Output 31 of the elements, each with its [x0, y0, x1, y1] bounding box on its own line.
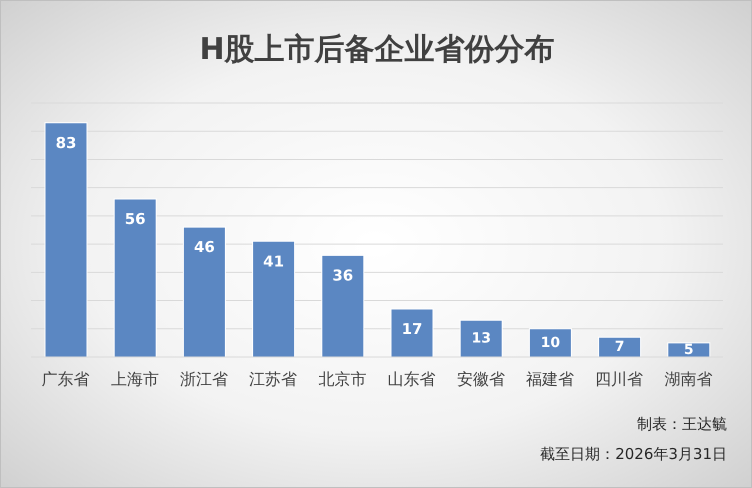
x-tick-label: 上海市 — [110, 369, 159, 388]
data-label: 46 — [194, 238, 215, 256]
data-label: 13 — [471, 330, 491, 347]
bar — [390, 308, 434, 357]
bar — [182, 226, 226, 357]
chart-title: H股上市后备企业省份分布 — [198, 31, 556, 69]
data-label: 41 — [263, 252, 284, 270]
data-label: 5 — [684, 342, 694, 358]
x-tick-label: 广东省 — [42, 369, 90, 388]
x-tick-label: 山东省 — [388, 369, 436, 388]
x-tick-label: 北京市 — [318, 369, 366, 388]
data-label: 56 — [124, 210, 146, 228]
bar — [114, 198, 157, 357]
bar — [598, 336, 642, 357]
x-tick-label: 浙江省 — [180, 369, 228, 388]
x-tick-label: 四川省 — [595, 369, 644, 388]
x-tick-label: 江苏省 — [249, 369, 298, 388]
bar — [44, 122, 88, 357]
data-label: 17 — [402, 320, 422, 338]
text: 截至日期：2026年3月31日 — [540, 445, 727, 464]
x-tick-label: 湖南省 — [664, 369, 712, 388]
data-label: 36 — [332, 266, 354, 284]
data-label: 83 — [56, 134, 76, 152]
bar — [321, 254, 364, 357]
text: 制表：王达毓 — [637, 415, 727, 434]
data-label: 10 — [540, 334, 560, 351]
bar — [252, 240, 296, 357]
x-tick-label: 福建省 — [526, 369, 574, 388]
bar — [460, 320, 503, 357]
data-label: 7 — [614, 339, 624, 356]
x-tick-label: 安徽省 — [456, 369, 505, 388]
